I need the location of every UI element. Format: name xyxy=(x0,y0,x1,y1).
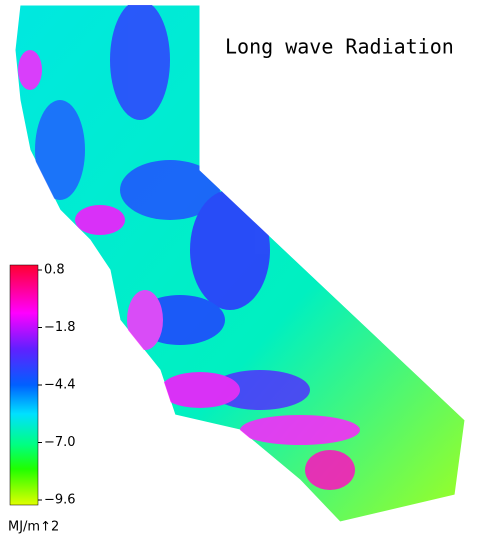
colorbar-unit: MJ/m↑2 xyxy=(8,520,59,535)
colorbar xyxy=(9,264,39,506)
map-title: Long wave Radiation xyxy=(225,35,454,59)
colorbar-tick-label: 0.8 xyxy=(44,263,65,278)
colorbar-tick-label: −7.0 xyxy=(44,435,76,450)
colorbar-tick-label: −4.4 xyxy=(44,378,76,393)
california-map xyxy=(14,4,466,523)
colorbar-tick-label: −9.6 xyxy=(44,493,76,508)
colorbar-tick-label: −1.8 xyxy=(44,320,76,335)
